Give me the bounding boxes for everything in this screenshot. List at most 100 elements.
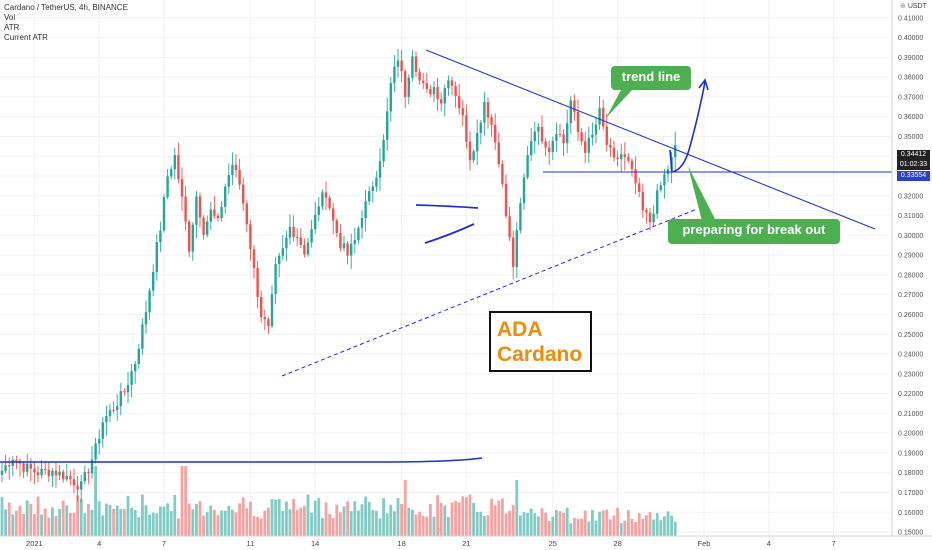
candle-body	[630, 160, 634, 170]
volume-bar	[403, 480, 407, 536]
volume-bar	[339, 512, 342, 536]
candle-body	[270, 294, 274, 327]
candle-body	[324, 192, 328, 198]
volume-bar	[191, 509, 195, 536]
volume-bar	[151, 512, 155, 536]
candle-body	[263, 317, 266, 320]
volume-bar	[83, 513, 87, 536]
volume-bar	[612, 515, 616, 536]
volume-bar	[0, 496, 4, 536]
candle-body	[112, 410, 115, 412]
volume-bar	[133, 510, 137, 536]
volume-bar	[137, 517, 141, 536]
volume-bar	[565, 507, 569, 536]
volume-bar	[335, 504, 339, 536]
ada-cardano-label[interactable]: ADA Cardano	[489, 311, 592, 372]
candle-body	[22, 463, 25, 472]
volume-bar	[241, 497, 245, 536]
candle-body	[436, 87, 439, 100]
volume-bar	[407, 507, 411, 536]
candle-body	[188, 221, 191, 252]
candle-body	[659, 185, 662, 191]
volume-bar	[659, 520, 663, 536]
volume-bar	[375, 510, 378, 536]
volume-bar	[166, 503, 169, 536]
y-tick-label: 0.17000	[898, 490, 923, 497]
candle-body	[245, 203, 248, 225]
volume-bar	[630, 518, 634, 536]
volume-bar	[357, 510, 360, 536]
candle-body	[62, 471, 65, 480]
y-tick-label: 0.15000	[898, 530, 923, 537]
candle-body	[260, 297, 263, 318]
volume-bar	[270, 499, 274, 536]
candle-body	[173, 155, 176, 170]
candle-body	[591, 134, 594, 138]
volume-bar	[648, 512, 652, 536]
volume-bar	[461, 496, 465, 536]
y-tick-label: 0.25000	[898, 332, 923, 339]
indicator-current-atr[interactable]: Current ATR	[4, 33, 48, 42]
candle-body	[314, 214, 317, 230]
candle-body	[33, 468, 36, 473]
breakout-arrowhead	[698, 78, 709, 91]
volume-bar	[637, 513, 641, 536]
y-tick-label: 0.29000	[898, 253, 923, 260]
candle-body	[580, 132, 583, 142]
volume-bar	[213, 509, 216, 536]
candle-body	[83, 472, 86, 482]
candle-body	[220, 206, 223, 219]
candle-body	[486, 102, 490, 118]
candle-body	[231, 164, 234, 176]
volume-bar	[529, 508, 533, 536]
candle-body	[58, 471, 61, 476]
volume-bar	[184, 466, 187, 536]
volume-bar	[33, 514, 36, 536]
volume-bar	[69, 512, 72, 536]
volume-bar	[4, 509, 7, 536]
volume-bar	[479, 511, 483, 536]
trend-line-callout[interactable]: trend line	[611, 66, 691, 90]
candle-body	[465, 115, 468, 142]
breakout-callout[interactable]: preparing for break out	[668, 219, 840, 244]
volume-bar	[483, 516, 486, 536]
x-tick-label: 7	[832, 539, 836, 548]
candle-body	[526, 155, 529, 178]
volume-bar	[486, 515, 490, 536]
candle-body	[51, 470, 54, 477]
y-tick-label: 0.28000	[898, 272, 923, 279]
candle-body	[252, 249, 256, 269]
upper-trend-line	[425, 49, 876, 230]
volume-bar	[29, 503, 33, 536]
candle-body	[443, 88, 446, 104]
volume-bar	[285, 501, 288, 536]
candle-body	[184, 196, 187, 222]
volume-bar	[450, 502, 454, 536]
volume-bar	[245, 508, 249, 536]
candle-body	[213, 209, 216, 216]
volume-bar	[281, 511, 285, 536]
volume-bar	[490, 498, 493, 536]
volume-bar	[15, 510, 18, 536]
volume-bar	[18, 505, 22, 536]
volume-bar	[324, 502, 328, 536]
volume-bar	[263, 510, 267, 536]
indicator-atr[interactable]: ATR	[4, 23, 20, 32]
candle-body	[310, 229, 313, 243]
volume-bar	[396, 498, 400, 536]
chart-title: Cardano / TetherUS, 4h, BINANCE	[4, 3, 128, 12]
candle-body	[558, 134, 562, 136]
volume-bar	[515, 480, 519, 536]
volume-bar	[216, 514, 220, 536]
indicator-vol[interactable]: Vol	[4, 13, 16, 22]
candle-body	[393, 66, 396, 84]
volume-bar	[508, 510, 511, 536]
volume-bar	[364, 496, 367, 536]
candle-body	[40, 468, 43, 476]
volume-bar	[673, 521, 677, 536]
volume-bar	[223, 510, 227, 536]
volume-bar	[443, 505, 447, 536]
volume-bar	[177, 518, 180, 536]
volume-bar	[162, 506, 166, 536]
